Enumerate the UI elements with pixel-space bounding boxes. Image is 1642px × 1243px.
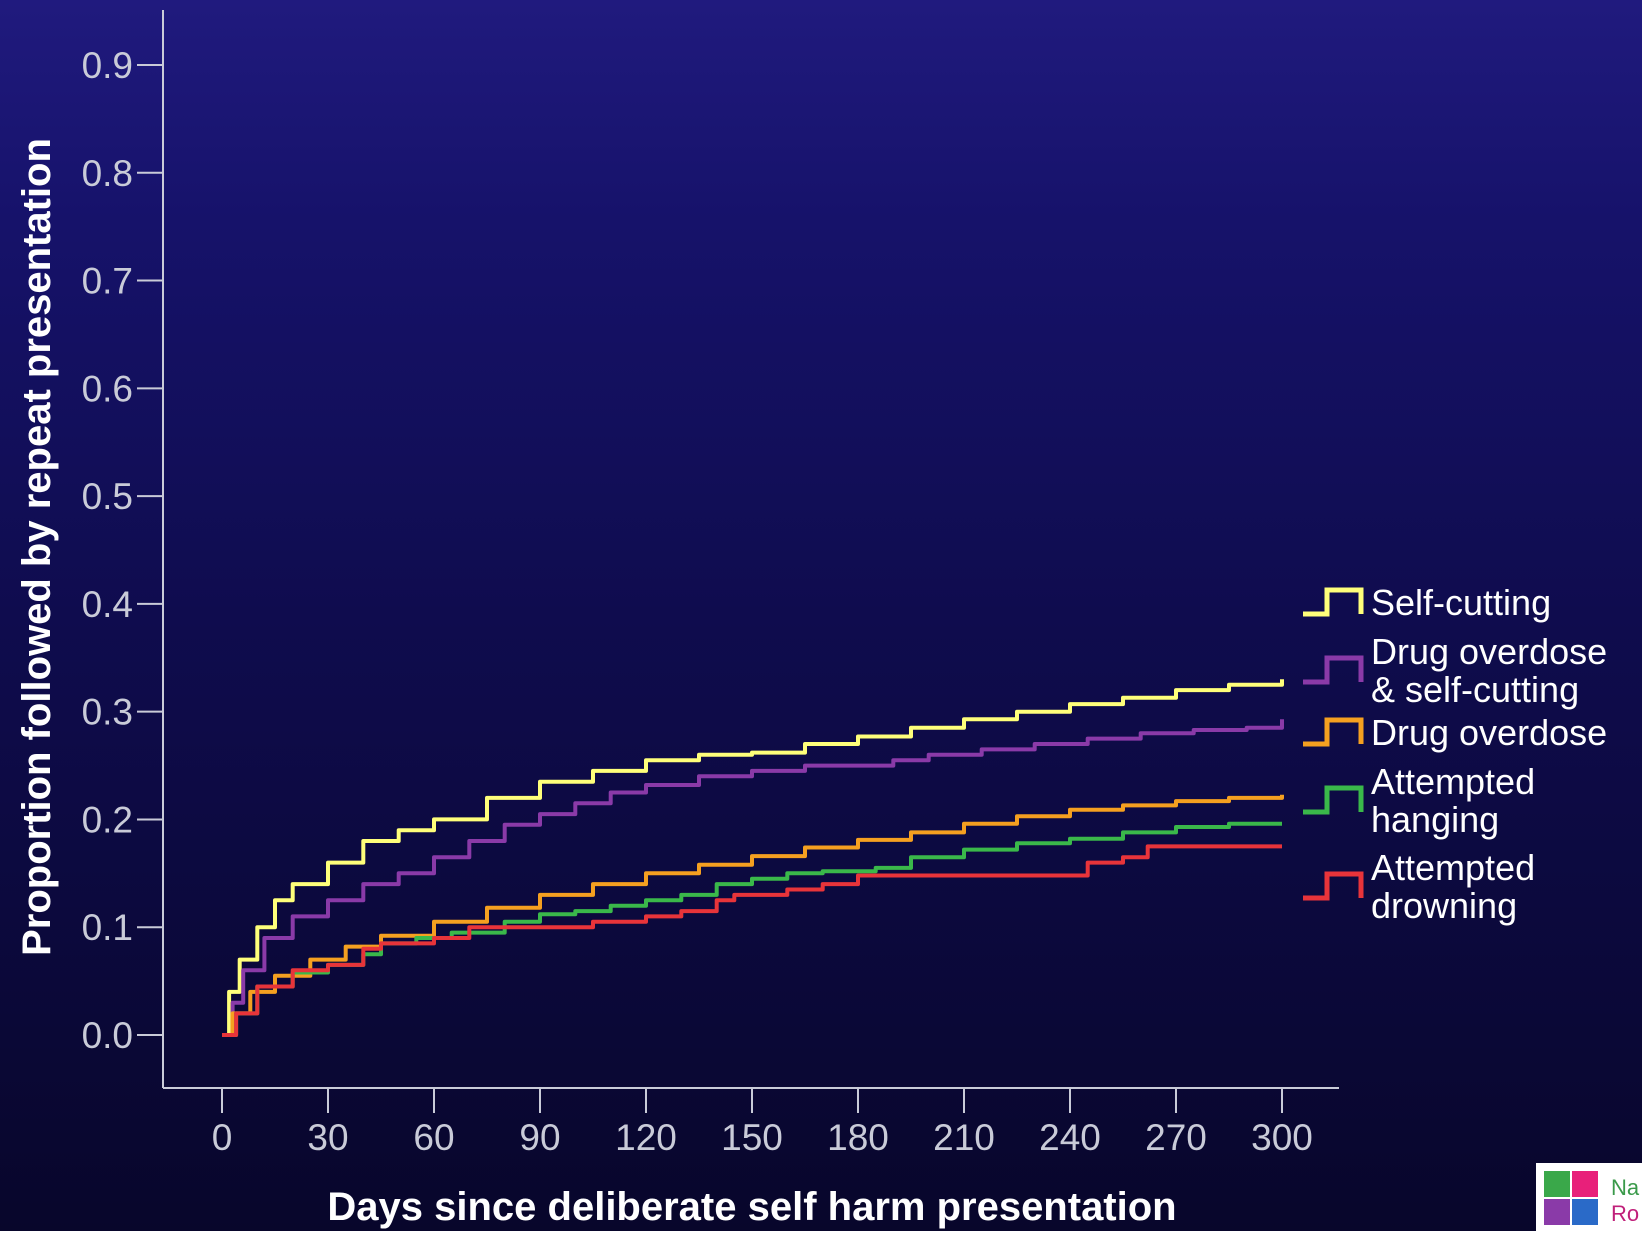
legend-symbol-4 [1303,785,1364,815]
x-tick-label: 180 [827,1117,889,1158]
x-tick-label: 270 [1145,1117,1207,1158]
x-tick-group: 0 30 60 90 120 150 180 210 240 270 300 [212,1088,1313,1158]
series-group [222,679,1284,1037]
y-tick-label: 0.4 [82,584,133,625]
x-tick-label: 300 [1251,1117,1313,1158]
logo-square-2 [1572,1171,1598,1197]
legend-label-4: hanging [1371,799,1499,840]
x-tick-label: 120 [615,1117,677,1158]
legend-label-3: Drug overdose [1371,712,1607,753]
series-line-5 [222,844,1282,1037]
x-tick-label: 90 [519,1117,560,1158]
y-tick-label: 0.0 [82,1015,133,1056]
legend: Self-cutting Drug overdose& self-cuttingD… [1303,582,1607,926]
y-tick-label: 0.9 [82,45,133,86]
organization-logo: Na Ro [1536,1163,1642,1243]
x-tick-label: 0 [212,1117,233,1158]
y-tick-label: 0.6 [82,368,133,409]
logo-square-1 [1544,1171,1570,1197]
y-tick-label: 0.1 [82,907,133,948]
y-tick-label: 0.7 [82,261,133,302]
y-tick-group: 0.0 0.1 0.2 0.3 0.4 0.5 0.6 0.7 0.8 0.9 [82,45,163,1056]
x-tick-label: 210 [933,1117,995,1158]
legend-symbol-1 [1303,587,1364,617]
logo-text-2: Ro [1611,1201,1640,1226]
y-tick-label: 0.2 [82,799,133,840]
logo-square-3 [1544,1199,1570,1225]
legend-symbol-5 [1303,871,1364,901]
x-tick-label: 30 [307,1117,348,1158]
series-line-3 [222,794,1284,1037]
y-axis-title: Proportion followed by repeat presentati… [15,138,59,956]
series-line-1 [222,679,1284,1037]
legend-label-1: Self-cutting [1371,582,1551,623]
series-line-2 [222,719,1284,1037]
y-tick-label: 0.5 [82,476,133,517]
logo-text-1: Na [1611,1175,1640,1200]
legend-label-5: Attempted [1371,847,1535,888]
legend-label-4: Attempted [1371,761,1535,802]
x-tick-label: 60 [413,1117,454,1158]
x-axis-title: Days since deliberate self harm presenta… [327,1185,1176,1229]
y-tick-label: 0.8 [82,153,133,194]
logo-square-4 [1572,1199,1598,1225]
legend-label-5: drowning [1371,885,1517,926]
y-tick-label: 0.3 [82,692,133,733]
legend-label-2: & self-cutting [1371,669,1579,710]
legend-symbol-2 [1303,655,1364,685]
x-tick-label: 240 [1039,1117,1101,1158]
legend-symbol-3 [1303,717,1364,747]
legend-label-2: Drug overdose [1371,631,1607,672]
x-tick-label: 150 [721,1117,783,1158]
